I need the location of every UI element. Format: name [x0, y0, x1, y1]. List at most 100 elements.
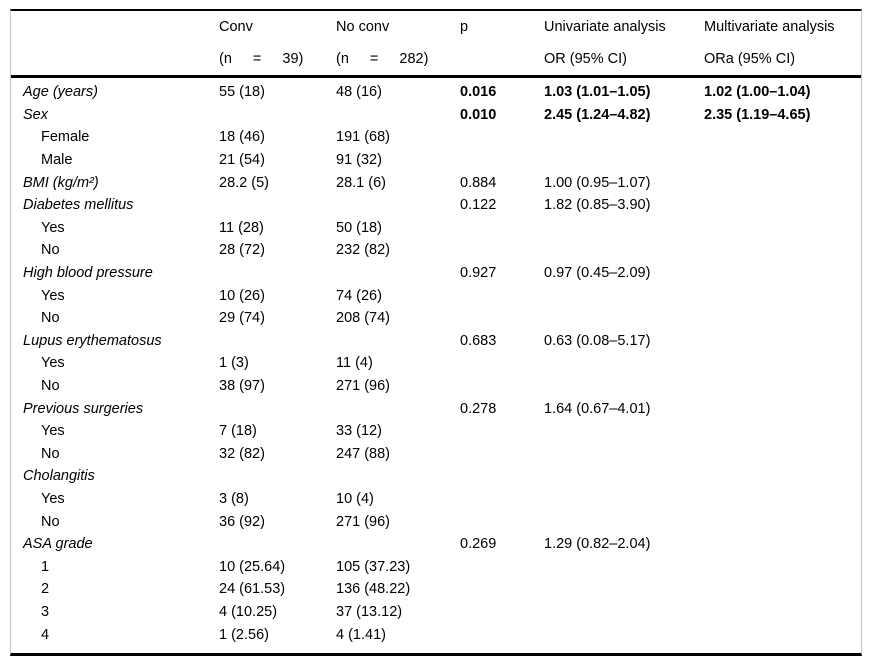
header-conv: Conv [219, 19, 253, 35]
row-label: 1 [41, 558, 50, 575]
cell-noconv: 28.1 (6) [336, 174, 386, 191]
table-row: BMI (kg/m²) 28.2 (5) 28.1 (6) 0.884 1.00 (0.… [11, 171, 861, 194]
cell-conv: 1 (3) [219, 355, 249, 372]
cell-p: 0.016 [460, 84, 497, 101]
table-row: High blood pressure 0.927 0.97 (0.45–2.09) [11, 262, 861, 285]
cell-p: 0.683 [460, 332, 497, 349]
cell-noconv: 33 (12) [336, 423, 382, 440]
cell-noconv: 271 (96) [336, 513, 391, 530]
cell-p: 0.010 [460, 106, 497, 123]
cell-noconv: 48 (16) [336, 84, 382, 101]
row-label: No [41, 310, 60, 327]
table-row: Lupus erythematosus 0.683 0.63 (0.08–5.17) [11, 330, 861, 353]
cell-conv: 7 (18) [219, 423, 257, 440]
row-label: Male [41, 152, 73, 169]
cell-noconv: 271 (96) [336, 378, 391, 395]
row-label: Age (years) [23, 84, 98, 101]
cell-conv: 11 (28) [219, 219, 264, 236]
row-label: ASA grade [23, 536, 93, 553]
cell-conv: 4 (10.25) [219, 603, 278, 620]
row-label: No [41, 242, 60, 259]
cell-noconv: 208 (74) [336, 310, 391, 327]
cell-or: 1.64 (0.67–4.01) [544, 400, 651, 417]
table-body: Age (years) 55 (18) 48 (16) 0.016 1.03 (1.01… [11, 78, 861, 646]
header-conv-n: (n = 39) [219, 51, 304, 67]
row-label: Lupus erythematosus [23, 332, 162, 349]
cell-p: 0.884 [460, 174, 497, 191]
cell-noconv: 247 (88) [336, 445, 391, 462]
table-row: 4 1 (2.56) 4 (1.41) [11, 623, 861, 646]
cell-or: 1.29 (0.82–2.04) [544, 536, 651, 553]
table-row: Diabetes mellitus 0.122 1.82 (0.85–3.90) [11, 194, 861, 217]
cell-conv: 28.2 (5) [219, 174, 269, 191]
table-row: Sex 0.010 2.45 (1.24–4.82) 2.35 (1.19–4.65) [11, 104, 861, 127]
cell-conv: 24 (61.53) [219, 581, 286, 598]
cell-noconv: 232 (82) [336, 242, 391, 259]
row-label: BMI (kg/m²) [23, 174, 99, 191]
table-row: 2 24 (61.53) 136 (48.22) [11, 578, 861, 601]
header-row-2: (n = 39) (n = 282) OR (95% CI) ORa (95% … [11, 43, 861, 75]
table-row: Yes 10 (26) 74 (26) [11, 284, 861, 307]
cell-conv: 10 (26) [219, 287, 265, 304]
row-label: 4 [41, 626, 50, 643]
cell-or: 0.97 (0.45–2.09) [544, 265, 651, 282]
row-label: No [41, 513, 60, 530]
row-label: Yes [41, 490, 65, 507]
cell-p: 0.278 [460, 400, 497, 417]
header-or-ci: OR (95% CI) [544, 51, 627, 67]
header-noconv: No conv [336, 19, 390, 35]
table-row: No 32 (82) 247 (88) [11, 443, 861, 466]
cell-noconv: 105 (37.23) [336, 558, 411, 575]
cell-noconv: 91 (32) [336, 152, 382, 169]
cell-p: 0.927 [460, 265, 497, 282]
cell-conv: 36 (92) [219, 513, 265, 530]
header-noconv-n: (n = 282) [336, 51, 429, 67]
cell-ora: 2.35 (1.19–4.65) [704, 106, 811, 123]
cell-noconv: 50 (18) [336, 219, 382, 236]
table-row: 1 10 (25.64) 105 (37.23) [11, 555, 861, 578]
row-label: No [41, 445, 60, 462]
table-row: Yes 7 (18) 33 (12) [11, 420, 861, 443]
cell-conv: 3 (8) [219, 490, 249, 507]
cell-conv: 32 (82) [219, 445, 265, 462]
cell-or: 1.03 (1.01–1.05) [544, 84, 651, 101]
row-label: Cholangitis [23, 468, 95, 485]
cell-noconv: 10 (4) [336, 490, 374, 507]
header-row-1: Conv No conv p Univariate analysis Multi… [11, 11, 861, 43]
cell-conv: 55 (18) [219, 84, 265, 101]
row-label: High blood pressure [23, 265, 153, 282]
row-label: 3 [41, 603, 50, 620]
cell-noconv: 11 (4) [336, 355, 373, 372]
table-row: Yes 11 (28) 50 (18) [11, 217, 861, 240]
table-row: No 29 (74) 208 (74) [11, 307, 861, 330]
row-label: Diabetes mellitus [23, 197, 134, 214]
table-row: Yes 3 (8) 10 (4) [11, 488, 861, 511]
cell-or: 0.63 (0.08–5.17) [544, 332, 651, 349]
row-label: Yes [41, 423, 65, 440]
cell-ora: 1.02 (1.00–1.04) [704, 84, 811, 101]
table-row: ASA grade 0.269 1.29 (0.82–2.04) [11, 533, 861, 556]
cell-conv: 1 (2.56) [219, 626, 269, 643]
cell-noconv: 74 (26) [336, 287, 382, 304]
table-row: 3 4 (10.25) 37 (13.12) [11, 601, 861, 624]
table-row: Cholangitis [11, 465, 861, 488]
cell-conv: 29 (74) [219, 310, 265, 327]
row-label: Yes [41, 355, 65, 372]
cell-conv: 38 (97) [219, 378, 265, 395]
comparison-table: Conv No conv p Univariate analysis Multi… [10, 9, 862, 656]
row-label: Sex [23, 106, 48, 123]
table-row: No 38 (97) 271 (96) [11, 375, 861, 398]
table-row: No 28 (72) 232 (82) [11, 239, 861, 262]
header-ora-ci: ORa (95% CI) [704, 51, 796, 67]
table-row: No 36 (92) 271 (96) [11, 510, 861, 533]
table-header: Conv No conv p Univariate analysis Multi… [11, 11, 861, 78]
row-label: Yes [41, 287, 65, 304]
cell-conv: 18 (46) [219, 129, 265, 146]
table-row: Age (years) 55 (18) 48 (16) 0.016 1.03 (1.01… [11, 81, 861, 104]
cell-or: 2.45 (1.24–4.82) [544, 106, 651, 123]
header-multivariate: Multivariate analysis [704, 19, 835, 35]
cell-p: 0.122 [460, 197, 497, 214]
cell-conv: 28 (72) [219, 242, 265, 259]
row-label: Yes [41, 219, 65, 236]
